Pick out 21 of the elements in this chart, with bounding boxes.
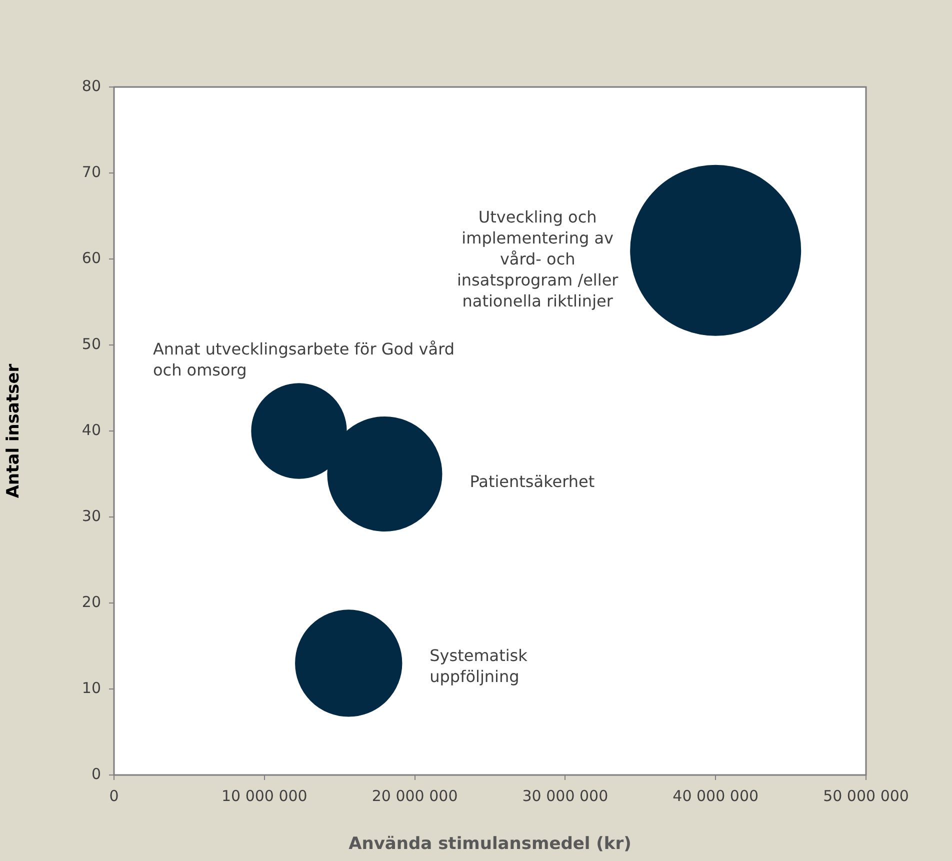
series-label: Utveckling och implementering av vård- och insatsprogram /eller nationella riktlinjer (456, 208, 619, 311)
y-tick-label: 40 (82, 420, 101, 439)
y-tick-label: 80 (82, 76, 101, 95)
x-tick-label: 0 (109, 786, 119, 805)
y-axis-title: Antal insatser (4, 363, 24, 498)
x-tick-label: 40 000 000 (672, 786, 759, 805)
x-axis-title: Använda stimulansmedel (kr) (348, 834, 632, 854)
y-tick-label: 30 (82, 506, 101, 525)
series-label: Patientsäkerhet (470, 472, 595, 492)
x-tick-label: 50 000 000 (823, 786, 909, 805)
y-tick-label: 20 (82, 592, 101, 611)
y-tick-label: 60 (82, 248, 101, 267)
y-tick-label: 10 (82, 678, 101, 697)
x-tick-label: 20 000 000 (372, 786, 458, 805)
y-tick-label: 50 (82, 334, 101, 353)
series-label: Annat utvecklingsarbete för God vård och omsorg (152, 340, 455, 380)
x-tick-label: 10 000 000 (221, 786, 308, 805)
series-label: Systematisk uppföljning (430, 646, 528, 686)
y-tick-label: 70 (82, 162, 101, 181)
x-tick-label: 30 000 000 (522, 786, 608, 805)
y-tick-label: 0 (91, 764, 101, 783)
